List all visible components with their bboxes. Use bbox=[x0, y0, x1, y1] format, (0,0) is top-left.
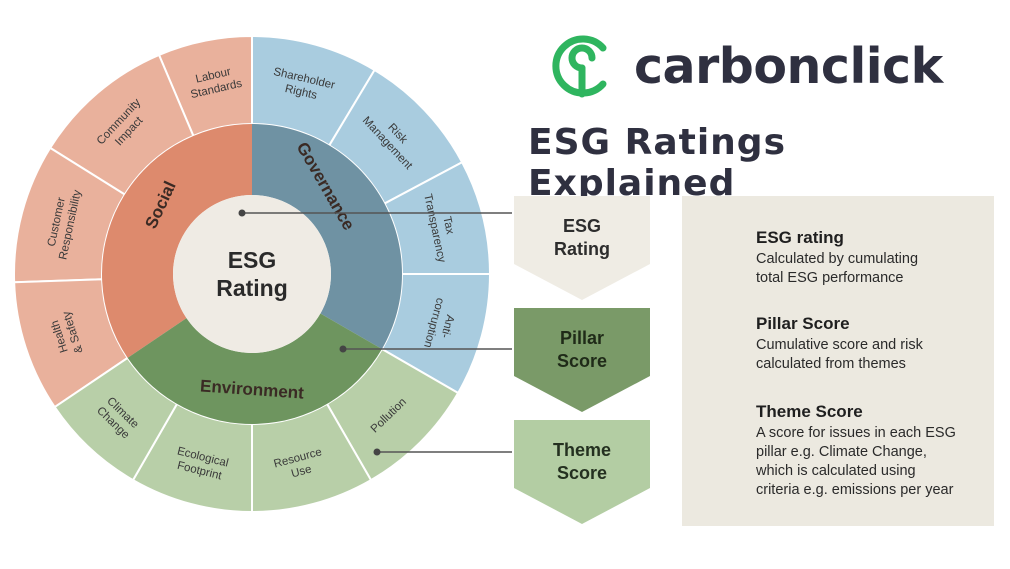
definition-pillar-score: Pillar Score Cumulative score and risk c… bbox=[756, 314, 986, 374]
connector-dot bbox=[238, 209, 246, 217]
theme-label-line: Use bbox=[290, 463, 313, 480]
definition-line: criteria e.g. emissions per year bbox=[756, 482, 954, 498]
definition-line: A score for issues in each ESG bbox=[756, 425, 956, 441]
brand-name: carbonclick bbox=[634, 37, 943, 95]
connector-dot bbox=[339, 345, 347, 353]
connector-dot bbox=[373, 448, 381, 456]
definition-line: total ESG performance bbox=[756, 270, 904, 286]
definition-heading: ESG rating bbox=[756, 228, 844, 247]
definition-line: Cumulative score and risk bbox=[756, 337, 923, 353]
definition-text: Calculated by cumulating total ESG perfo… bbox=[756, 250, 986, 288]
definition-line: calculated from themes bbox=[756, 356, 906, 372]
center-label-line: Rating bbox=[216, 275, 288, 301]
definition-line: pillar e.g. Climate Change, bbox=[756, 444, 927, 460]
definition-text: A score for issues in each ESG pillar e.… bbox=[756, 424, 986, 500]
definitions-panel: ESG rating Calculated by cumulating tota… bbox=[682, 196, 994, 526]
pillar-segment bbox=[102, 124, 252, 358]
definition-heading: Pillar Score bbox=[756, 314, 850, 333]
theme-label-line: Tax bbox=[440, 215, 456, 235]
definition-line: which is calculated using bbox=[756, 463, 916, 479]
page-title: ESG Ratings Explained bbox=[528, 122, 786, 204]
definition-heading: Theme Score bbox=[756, 402, 863, 421]
pillar-segment bbox=[252, 124, 403, 349]
definition-line: Calculated by cumulating bbox=[756, 251, 919, 267]
esg-rating-center bbox=[173, 195, 331, 353]
center-label-line: ESG bbox=[228, 247, 277, 273]
carbonclick-logo-icon bbox=[552, 35, 607, 98]
pillar-segment bbox=[127, 313, 382, 425]
definition-text: Cumulative score and risk calculated fro… bbox=[756, 336, 986, 374]
definition-esg-rating: ESG rating Calculated by cumulating tota… bbox=[756, 228, 986, 288]
brand-logo: carbonclick bbox=[548, 30, 958, 102]
definition-theme-score: Theme Score A score for issues in each E… bbox=[756, 402, 986, 500]
theme-label-line: Anti- bbox=[438, 313, 456, 339]
